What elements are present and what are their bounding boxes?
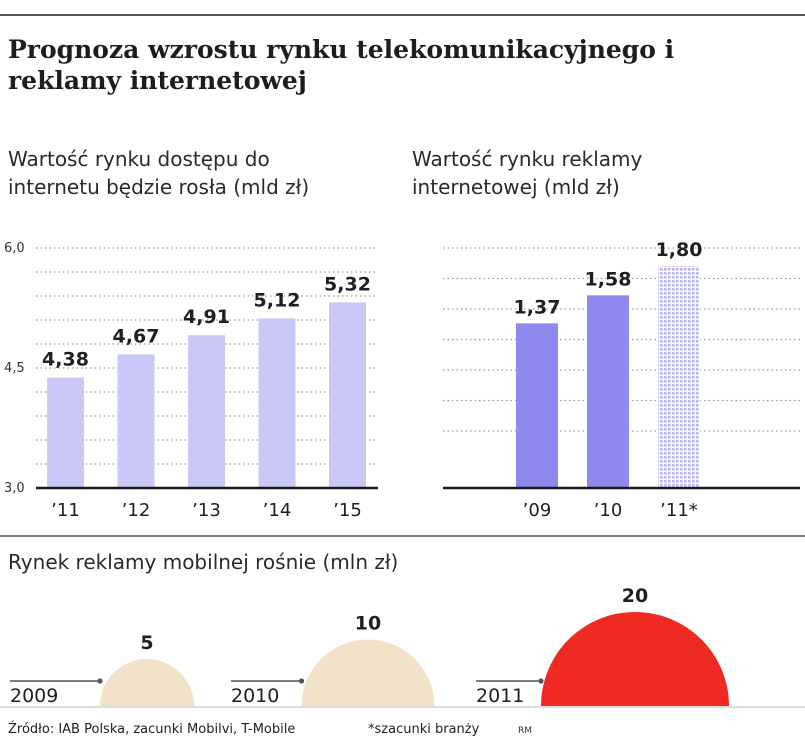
- top-rule: [0, 14, 805, 16]
- left-value-label: 4,91: [183, 306, 230, 328]
- left-ytick-label: 3,0: [4, 481, 25, 496]
- left-value-label: 4,38: [42, 349, 89, 371]
- left-value-label: 4,67: [113, 325, 160, 347]
- mobile-value-label: 10: [355, 613, 381, 635]
- left-ytick-label: 6,0: [4, 241, 25, 256]
- right-xtick-label: ’11*: [660, 500, 698, 521]
- right-chart-title: Wartość rynku reklamy internetowej (mld …: [412, 147, 643, 199]
- right-bar: [587, 295, 629, 488]
- left-ytick-label: 4,5: [4, 361, 25, 376]
- right-bar: [516, 323, 558, 488]
- left-bar: [188, 335, 225, 488]
- right-bar-estimate: [658, 266, 700, 488]
- mobile-semicircle: [100, 659, 194, 706]
- right-xtick-label: ’09: [523, 500, 552, 521]
- mobile-connector-dot: [97, 678, 103, 684]
- right-value-label: 1,58: [585, 268, 632, 290]
- mobile-semicircle: [301, 639, 435, 706]
- source-note: Źródło: IAB Polska, zacunki Mobilvi, T-M…: [8, 722, 296, 737]
- left-xtick-label: ’13: [192, 500, 221, 521]
- mobile-chart-title: Rynek reklamy mobilnej rośnie (mln zł): [8, 550, 399, 574]
- mobile-value-label: 20: [622, 585, 648, 607]
- mobile-connector-dot: [538, 678, 544, 684]
- right-value-label: 1,37: [514, 296, 561, 318]
- right-xtick-label: ’10: [594, 500, 623, 521]
- mobile-value-label: 5: [140, 632, 153, 654]
- left-bar: [258, 318, 296, 488]
- left-bar: [329, 302, 366, 488]
- chart-title: Prognoza wzrostu rynku telekomunikacyjne…: [8, 35, 675, 95]
- left-bar: [117, 354, 155, 488]
- section-divider: [0, 535, 805, 537]
- mobile-year-label: 2009: [10, 685, 58, 707]
- estimate-footnote: *szacunki branży: [368, 722, 480, 737]
- left-xtick-label: ’15: [333, 500, 362, 521]
- right-value-label: 1,80: [656, 239, 703, 261]
- left-value-label: 5,32: [324, 273, 371, 295]
- left-xtick-label: ’12: [122, 500, 151, 521]
- mobile-year-label: 2011: [476, 685, 524, 707]
- left-xtick-label: ’11: [51, 500, 80, 521]
- left-chart-title: Wartość rynku dostępu do internetu będzi…: [8, 147, 310, 199]
- author-initials: RM: [518, 726, 533, 736]
- mobile-semicircle: [541, 612, 729, 706]
- left-bar: [47, 377, 84, 488]
- mobile-year-label: 2010: [231, 685, 279, 707]
- mobile-connector-dot: [298, 678, 305, 684]
- left-xtick-label: ’14: [263, 500, 292, 521]
- left-value-label: 5,12: [254, 289, 301, 311]
